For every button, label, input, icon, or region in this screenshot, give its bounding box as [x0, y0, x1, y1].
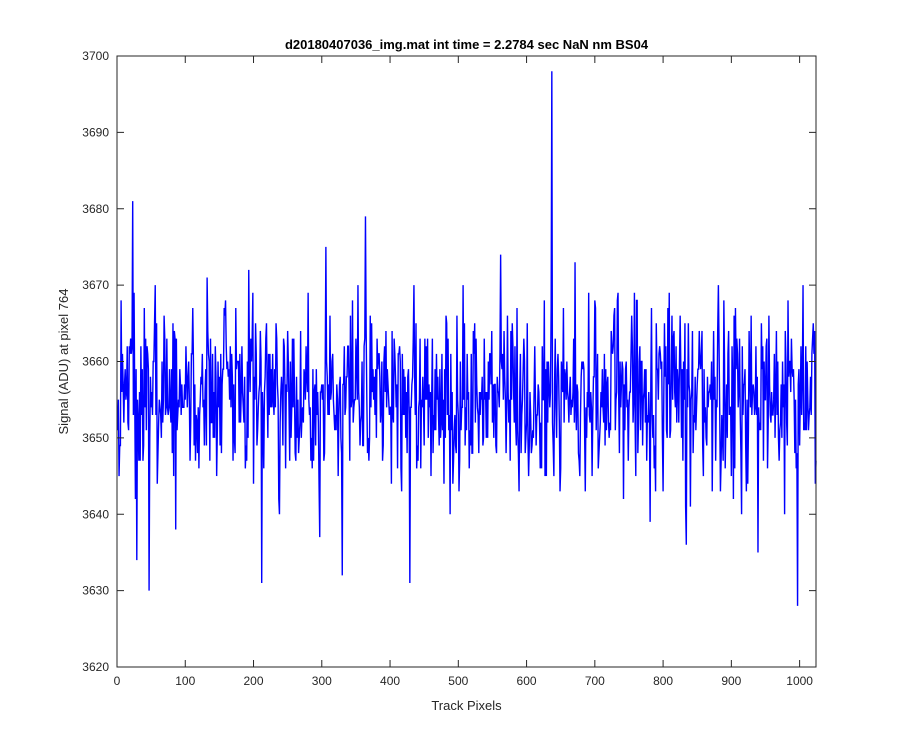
- x-tick-label: 400: [380, 674, 400, 688]
- x-tick-label: 1000: [786, 674, 813, 688]
- y-axis-ticks: 3620 3630 3640 3650 3660 3670 3680 3690 3700: [82, 49, 816, 674]
- x-tick-label: 100: [175, 674, 195, 688]
- y-tick-label: 3650: [82, 431, 109, 445]
- x-tick-label: 800: [653, 674, 673, 688]
- y-tick-label: 3670: [82, 278, 109, 292]
- y-tick-label: 3700: [82, 49, 109, 63]
- signal-series-line: [116, 71, 817, 606]
- x-tick-label: 500: [448, 674, 468, 688]
- x-tick-label: 900: [721, 674, 741, 688]
- x-tick-label: 700: [585, 674, 605, 688]
- y-tick-label: 3620: [82, 660, 109, 674]
- x-axis-ticks: 0 100 200 300 400 500 600 700 800 900 1000: [114, 56, 813, 688]
- chart-title: d20180407036_img.mat int time = 2.2784 s…: [285, 37, 649, 52]
- data-layer: [116, 71, 817, 606]
- y-tick-label: 3690: [82, 125, 109, 139]
- x-axis-label: Track Pixels: [431, 698, 502, 713]
- y-tick-label: 3640: [82, 507, 109, 521]
- x-tick-label: 600: [517, 674, 537, 688]
- y-tick-label: 3660: [82, 355, 109, 369]
- y-axis-label: Signal (ADU) at pixel 764: [56, 289, 71, 435]
- y-tick-label: 3630: [82, 584, 109, 598]
- x-tick-label: 300: [312, 674, 332, 688]
- x-tick-label: 0: [114, 674, 121, 688]
- y-tick-label: 3680: [82, 202, 109, 216]
- x-tick-label: 200: [244, 674, 264, 688]
